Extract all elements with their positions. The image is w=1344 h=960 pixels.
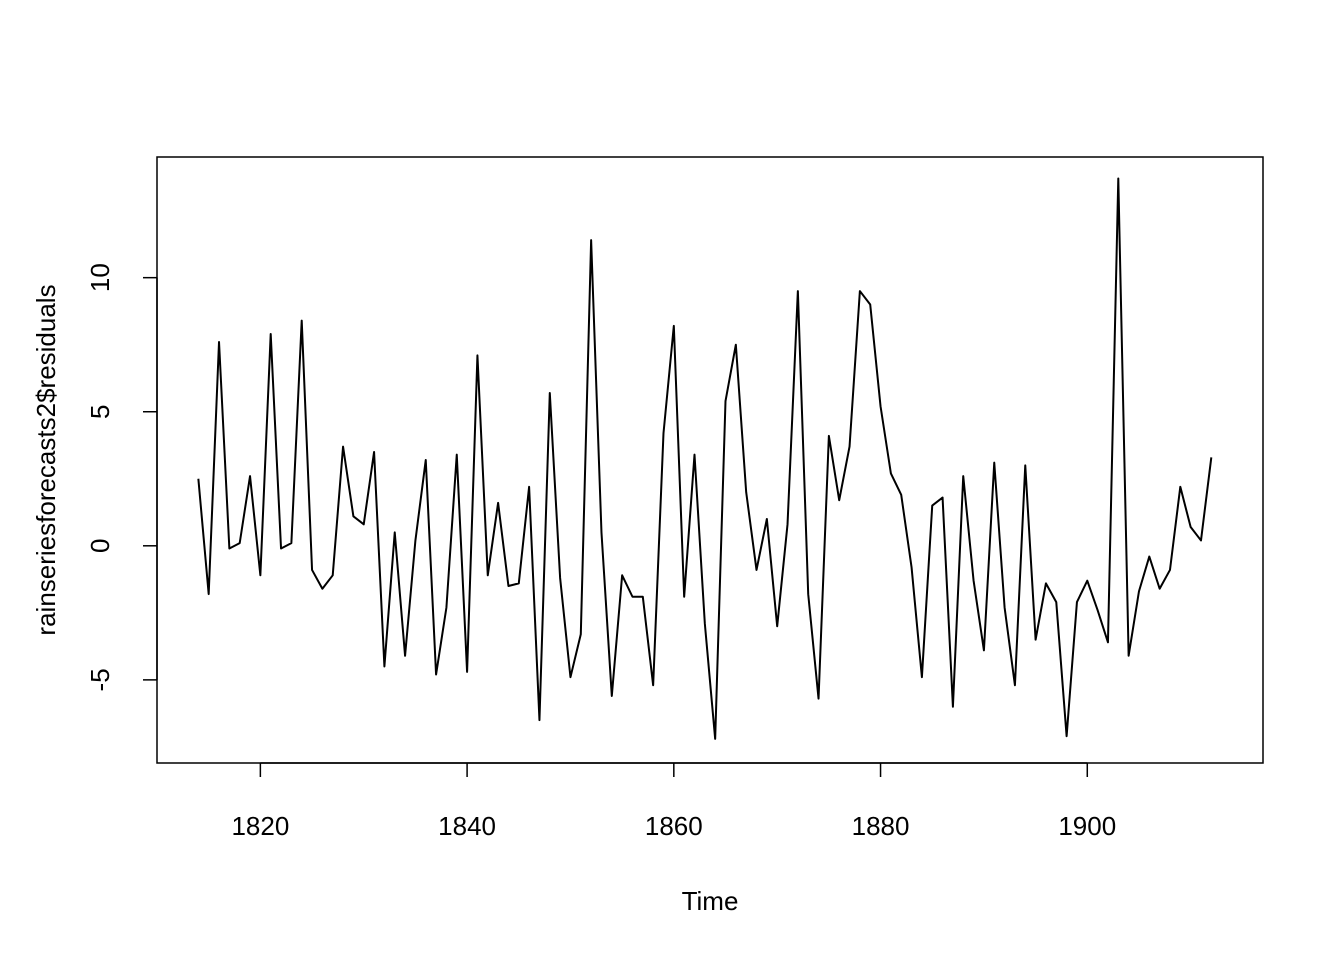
x-tick-label: 1820: [231, 811, 289, 841]
x-tick-label: 1900: [1058, 811, 1116, 841]
x-axis: 1820 1840 1860 1880 1900: [231, 762, 1116, 841]
y-tick-label: 5: [85, 405, 115, 419]
y-tick-label: -5: [85, 668, 115, 691]
y-axis-title: rainseriesforecasts2$residuals: [31, 284, 61, 635]
x-tick-label: 1860: [645, 811, 703, 841]
residuals-series-line: [197, 177, 1213, 740]
x-tick-label: 1840: [438, 811, 496, 841]
x-axis-title: Time: [682, 886, 739, 916]
y-axis: -5 0 5 10: [85, 263, 158, 691]
x-tick-label: 1880: [852, 811, 910, 841]
series-layer: [197, 177, 1213, 740]
y-tick-label: 10: [85, 263, 115, 292]
y-tick-label: 0: [85, 539, 115, 553]
